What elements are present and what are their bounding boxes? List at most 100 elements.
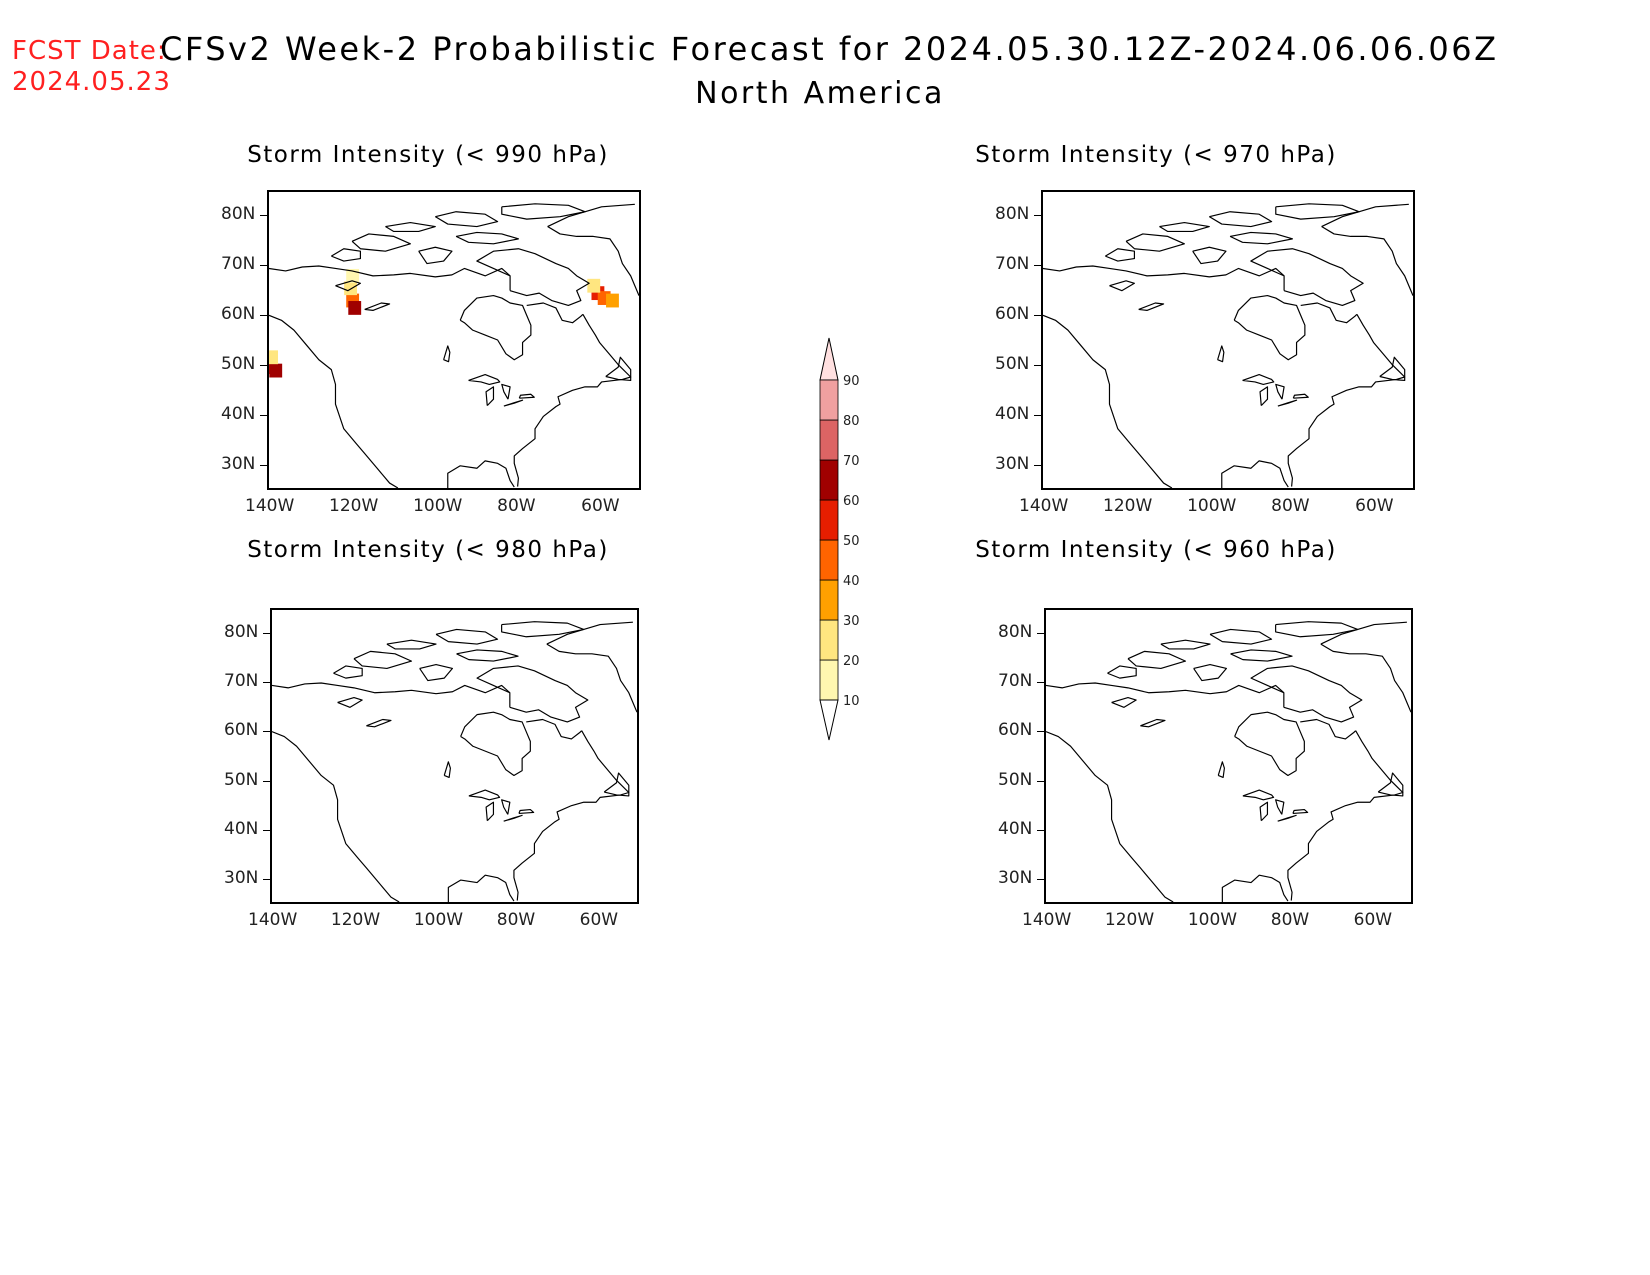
lon-tick-label: 80W: [1271, 496, 1310, 516]
region-subtitle: North America: [695, 76, 945, 111]
lon-tick-label: 140W: [1022, 910, 1072, 930]
panel-title-990: Storm Intensity (< 990 hPa): [247, 142, 609, 168]
coastline: [503, 399, 524, 407]
coastline: [1300, 718, 1357, 740]
lat-tick-label: 40N: [221, 404, 256, 424]
lat-tick-label: 60N: [224, 720, 259, 741]
coastline: [1287, 730, 1404, 901]
coastline: [269, 265, 511, 278]
colorbar-segment: [819, 459, 839, 501]
coastline: [1043, 265, 1285, 278]
colorbar-bottom-arrow: [819, 699, 839, 741]
lon-tick-label: 140W: [1019, 496, 1069, 516]
lon-tick-label: 60W: [579, 910, 619, 930]
lat-tick-mark: [1034, 415, 1041, 416]
coastline: [1292, 393, 1309, 399]
coastline: [1233, 295, 1306, 361]
lon-tick-label: 80W: [496, 910, 536, 930]
lon-tick-label: 60W: [1355, 496, 1394, 516]
probability-cell: [348, 301, 362, 315]
coastline: [385, 221, 436, 233]
coastline: [1242, 373, 1275, 385]
coastline: [353, 650, 413, 669]
lat-tick-mark: [263, 632, 270, 634]
lat-tick-label: 60N: [995, 304, 1030, 324]
coastline: [447, 874, 515, 902]
panel-title-970: Storm Intensity (< 970 hPa): [975, 142, 1337, 168]
coastline: [1379, 356, 1406, 382]
lon-tick-label: 120W: [329, 496, 379, 516]
lat-tick-mark: [263, 830, 270, 831]
lon-tick-label: 120W: [1103, 496, 1153, 516]
map-canvas: [1046, 621, 1411, 902]
map-canvas: [269, 203, 639, 488]
lon-tick-label: 140W: [245, 496, 295, 516]
coastline: [518, 808, 535, 815]
map-panel-980: [270, 608, 639, 904]
map-canvas: [272, 621, 637, 902]
lat-tick-label: 50N: [998, 769, 1033, 790]
lon-tick-label: 140W: [248, 910, 298, 930]
coastline: [1320, 621, 1407, 645]
lon-tick-label: 120W: [330, 910, 381, 930]
coastline: [547, 226, 639, 296]
coastline: [1105, 248, 1136, 262]
coastline: [1046, 682, 1285, 695]
coastline: [485, 386, 495, 407]
lat-tick-mark: [260, 465, 267, 466]
coastline: [1259, 386, 1269, 407]
coastline: [546, 643, 637, 713]
lat-tick-mark: [1034, 465, 1041, 466]
lat-tick-label: 30N: [221, 454, 256, 474]
coastline: [1230, 649, 1293, 662]
coastline: [468, 789, 501, 801]
coastline: [1127, 650, 1187, 669]
coastline: [443, 345, 451, 363]
lat-tick-mark: [1037, 682, 1044, 683]
coastline: [1234, 711, 1305, 777]
lat-tick-mark: [263, 682, 270, 683]
lon-tick-label: 100W: [1187, 496, 1237, 516]
coastline: [386, 639, 437, 650]
coastline: [351, 233, 411, 252]
main-title: CFSv2 Week-2 Probabilistic Forecast for …: [160, 30, 1499, 68]
coastline: [366, 718, 392, 728]
coastline: [1217, 761, 1225, 778]
coastline: [501, 621, 585, 638]
coastline: [513, 730, 630, 901]
coastline: [1259, 801, 1269, 822]
lat-tick-label: 80N: [224, 621, 259, 642]
coastline: [513, 314, 632, 487]
lat-tick-label: 50N: [224, 769, 259, 790]
map-panel-960: [1044, 608, 1413, 904]
lat-tick-mark: [1034, 215, 1041, 216]
coastline: [272, 682, 511, 695]
coastline: [435, 628, 499, 645]
coastline: [1275, 799, 1285, 815]
coastline: [1300, 302, 1358, 324]
colorbar-label: 60: [843, 494, 860, 509]
coastline: [1277, 814, 1297, 822]
colorbar-segment: [819, 619, 839, 661]
lat-tick-mark: [263, 731, 270, 733]
coastline: [1275, 383, 1285, 400]
colorbar-label: 20: [843, 654, 860, 669]
coastline: [1277, 399, 1298, 407]
lat-tick-mark: [260, 365, 267, 366]
forecast-date-label: FCST Date:: [12, 36, 167, 66]
lon-tick-label: 100W: [413, 910, 464, 930]
coastline: [1221, 460, 1289, 488]
coastline: [1292, 808, 1309, 815]
coastline: [1107, 665, 1137, 679]
colorbar-segment: [819, 579, 839, 621]
coastline: [518, 393, 535, 399]
coastline: [1377, 772, 1404, 797]
probability-cell: [269, 363, 283, 378]
lat-tick-label: 50N: [995, 354, 1030, 374]
probability-colorbar: 10 20 30 40 50 60 70 80 90: [810, 330, 890, 750]
coastline: [1125, 233, 1185, 252]
coastline: [1217, 345, 1225, 363]
lat-tick-mark: [260, 265, 267, 266]
coastline: [331, 248, 362, 262]
coastline: [603, 772, 630, 797]
